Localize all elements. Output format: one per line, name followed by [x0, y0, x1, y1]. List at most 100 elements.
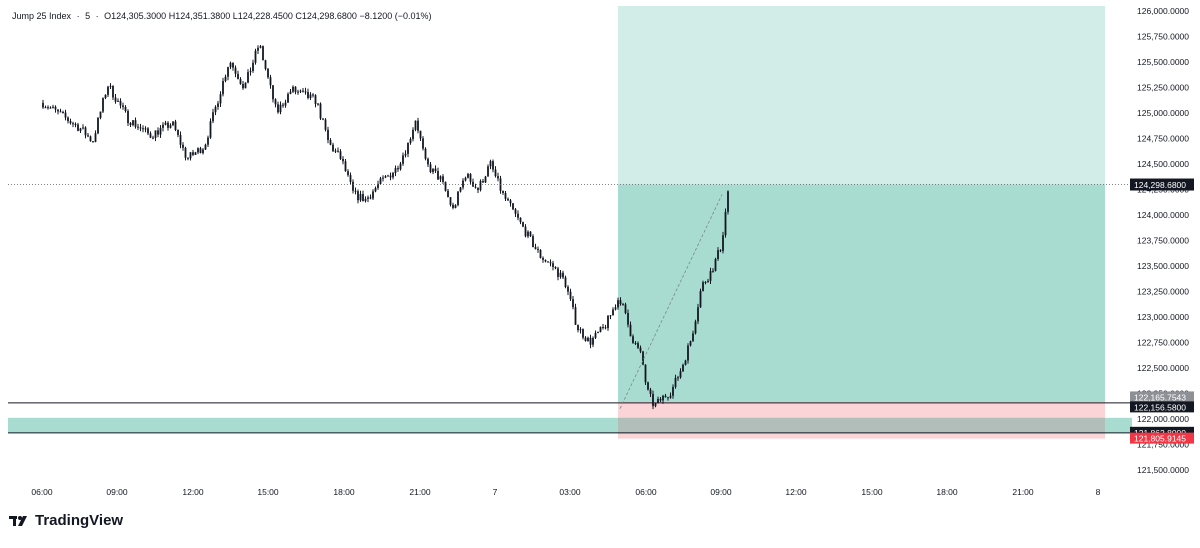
candle-body [44, 107, 47, 109]
candle-body [394, 168, 397, 173]
candle-body [649, 389, 652, 394]
candle-body [372, 191, 374, 199]
candle-body [277, 104, 279, 113]
candle-body [579, 329, 582, 331]
candle-body [482, 180, 484, 183]
candle-body [122, 105, 124, 108]
candle-body [214, 106, 217, 113]
last-price-label[interactable]: 124,298.6800 [1134, 180, 1186, 190]
candle-body [137, 126, 139, 128]
candle-body [517, 213, 519, 218]
candle-body [582, 329, 584, 338]
candle-body [492, 161, 494, 170]
ohlc-low: L124,228.4500 [232, 11, 293, 21]
y-axis-tick-label: 123,000.0000 [1137, 312, 1189, 322]
candle-body [312, 94, 314, 96]
y-axis-tick-label: 125,500.0000 [1137, 57, 1189, 67]
candle-body [562, 272, 564, 278]
candle-body [89, 136, 92, 142]
candle-body [629, 324, 632, 337]
candle-body [259, 46, 262, 48]
candle-body [459, 187, 462, 192]
candle-body [207, 137, 209, 145]
candle-body [329, 140, 332, 145]
candle-body [249, 70, 252, 73]
candle-body [152, 137, 154, 139]
candle-body [422, 138, 424, 149]
candle-body [172, 121, 174, 126]
candle-body [632, 336, 634, 343]
x-axis-tick-label: 09:00 [710, 487, 732, 497]
candle-body [397, 168, 399, 170]
candle-body [299, 90, 302, 92]
candle-body [222, 81, 224, 95]
candle-body [569, 291, 572, 300]
candle-body [667, 397, 669, 399]
y-axis-tick-label: 124,750.0000 [1137, 134, 1189, 144]
level-price-label: 122,156.5800 [1134, 402, 1186, 412]
candle-body [132, 120, 134, 126]
x-axis-tick-label: 21:00 [1012, 487, 1034, 497]
brand-name: TradingView [35, 512, 124, 529]
candle-body [522, 222, 524, 227]
candle-body [82, 127, 84, 129]
candle-body [352, 181, 354, 191]
candle-body [114, 97, 117, 102]
candle-body [402, 155, 404, 164]
candle-body [234, 67, 237, 74]
candle-body [254, 50, 257, 63]
candle-body [184, 147, 187, 158]
candle-body [547, 261, 549, 263]
candle-body [342, 158, 344, 162]
candle-body [252, 62, 254, 71]
candle-body [374, 187, 377, 192]
candle-body [142, 128, 144, 130]
candle-body [634, 342, 637, 344]
candle-body [392, 172, 394, 178]
candle-body [162, 124, 164, 128]
candle-body [112, 85, 114, 98]
candle-body [279, 104, 282, 113]
candle-body [99, 111, 102, 118]
candle-body [534, 247, 537, 249]
symbol-name[interactable]: Jump 25 Index [12, 11, 72, 21]
candle-body [319, 103, 322, 119]
candle-body [219, 94, 222, 104]
x-axis-tick-label: 06:00 [635, 487, 657, 497]
candle-body [264, 60, 267, 69]
candle-body [239, 79, 242, 85]
ohlc-high: H124,351.3800 [168, 11, 231, 21]
candle-body [357, 191, 359, 201]
candle-body [532, 236, 534, 248]
candle-body [349, 175, 352, 182]
candle-body [457, 191, 459, 206]
candle-body [379, 178, 382, 184]
candle-body [487, 166, 489, 177]
candle-body [537, 248, 539, 250]
candle-body [639, 347, 642, 352]
candle-body [202, 149, 204, 154]
profit-zone[interactable] [618, 184, 1105, 402]
candle-body [434, 168, 437, 172]
candle-body [669, 395, 672, 398]
candle-body [592, 337, 594, 345]
candle-body [429, 164, 432, 173]
x-axis-tick-label: 06:00 [31, 487, 53, 497]
candle-body [384, 176, 387, 178]
candle-body [432, 168, 434, 173]
x-axis-tick-label: 18:00 [936, 487, 958, 497]
candle-body [49, 107, 52, 109]
candle-body [497, 176, 499, 179]
tradingview-logo[interactable]: TradingView [9, 512, 123, 529]
entry-price-label: 122,165.7543 [1134, 392, 1186, 402]
interval-label[interactable]: 5 [85, 11, 91, 21]
candle-body [307, 92, 309, 98]
candle-body [322, 118, 324, 120]
candle-body [504, 192, 507, 199]
candle-body [72, 123, 74, 125]
candle-body [617, 300, 619, 308]
y-axis-tick-label: 121,500.0000 [1137, 465, 1189, 475]
x-axis-tick-label: 09:00 [106, 487, 128, 497]
